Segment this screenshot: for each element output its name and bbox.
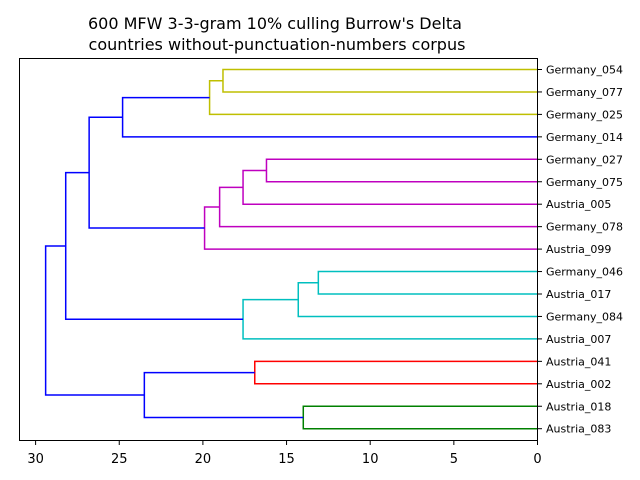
dendrogram-link-m4: [265, 158, 538, 183]
leaf-label-Germany_077: Germany_077: [546, 86, 623, 99]
x-tick-label-20: 20: [195, 452, 212, 467]
x-tick-label-15: 15: [278, 452, 295, 467]
dendrogram-link-m16: [44, 245, 145, 396]
dendrogram-link-m15: [143, 371, 304, 419]
dendrogram-link-m6: [218, 186, 538, 228]
leaf-label-Germany_025: Germany_025: [546, 108, 623, 121]
leaf-label-Germany_046: Germany_046: [546, 266, 623, 279]
leaf-label-Austria_018: Austria_018: [546, 400, 611, 413]
leaf-label-Austria_041: Austria_041: [546, 355, 611, 368]
dendrogram-link-m7: [203, 206, 538, 250]
leaf-label-Germany_014: Germany_014: [546, 131, 623, 144]
leaf-label-Germany_027: Germany_027: [546, 153, 623, 166]
x-tick-label-5: 5: [450, 452, 458, 467]
chart-title-line-1: 600 MFW 3-3-gram 10% culling Burrow's De…: [88, 14, 462, 33]
dendrogram-link-m9: [317, 270, 538, 295]
x-tick-label-25: 25: [111, 452, 128, 467]
leaf-label-Austria_099: Austria_099: [546, 243, 611, 256]
dendrogram-link-m2: [208, 79, 538, 116]
plot-frame: [19, 58, 538, 441]
dendrogram-link-m3: [121, 96, 538, 138]
leaf-label-Austria_083: Austria_083: [546, 423, 611, 436]
dendrogram-link-m10: [297, 282, 538, 318]
leaf-label-Austria_002: Austria_002: [546, 378, 611, 391]
x-tick-label-10: 10: [362, 452, 379, 467]
x-tick-label-30: 30: [27, 452, 44, 467]
dendrogram-link-m12: [64, 171, 244, 321]
dendrogram-link-m5: [242, 169, 538, 205]
x-tick-label-0: 0: [533, 452, 541, 467]
dendrogram-link-m14: [302, 405, 538, 430]
x-axis: 30 25 20 15 10 5 0: [27, 441, 542, 467]
leaf-label-Germany_084: Germany_084: [546, 310, 623, 323]
leaf-label-Germany_054: Germany_054: [546, 64, 623, 77]
leaf-label-Germany_078: Germany_078: [546, 221, 623, 234]
dendrogram-links: [44, 68, 538, 430]
dendrogram-link-m11: [242, 298, 538, 340]
leaf-labels: Germany_054 Germany_077 Germany_025 Germany…: [538, 64, 623, 436]
dendrogram-link-m13: [254, 360, 538, 385]
leaf-label-Austria_007: Austria_007: [546, 333, 611, 346]
dendrogram-link-m8: [88, 116, 205, 229]
leaf-label-Austria_005: Austria_005: [546, 198, 611, 211]
chart-title-line-2: countries without-punctuation-numbers co…: [89, 35, 466, 54]
dendrogram-link-m1: [222, 68, 538, 93]
leaf-label-Austria_017: Austria_017: [546, 288, 611, 301]
leaf-label-Germany_075: Germany_075: [546, 176, 623, 189]
